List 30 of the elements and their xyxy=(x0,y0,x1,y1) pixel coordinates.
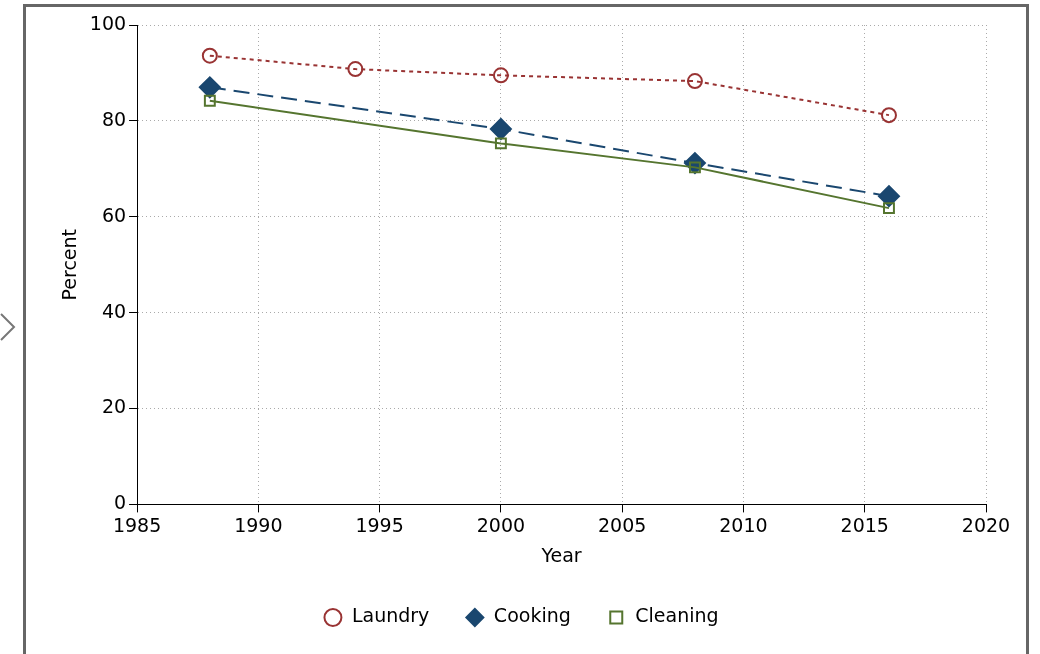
x-tick-label: 2010 xyxy=(719,513,768,536)
x-axis-title: Year xyxy=(540,543,582,566)
point xyxy=(877,185,900,208)
y-tick-label: 20 xyxy=(101,395,127,418)
y-tick-label: 60 xyxy=(101,203,127,226)
y-axis-title: Percent xyxy=(58,228,81,301)
point xyxy=(201,47,218,64)
point xyxy=(492,67,509,84)
x-tick-label: 1995 xyxy=(355,513,404,536)
legend-label: Laundry xyxy=(351,604,430,627)
legend-label: Cleaning xyxy=(635,604,719,627)
point xyxy=(494,137,507,150)
legend-label: Cooking xyxy=(493,604,571,627)
x-tick-label: 1985 xyxy=(112,513,162,536)
point xyxy=(883,202,895,215)
y-tick-label: 80 xyxy=(101,107,127,130)
point xyxy=(489,118,512,141)
y-tick-label: 0 xyxy=(113,491,127,514)
x-tick-label: 2000 xyxy=(476,513,526,536)
y-tick-label: 100 xyxy=(89,11,127,34)
y-tick-label: 40 xyxy=(101,299,127,322)
point xyxy=(203,94,216,107)
point xyxy=(198,76,221,99)
point xyxy=(880,107,897,124)
x-tick-label: 2020 xyxy=(961,513,1011,536)
x-tick-label: 2015 xyxy=(840,513,889,536)
point xyxy=(347,61,364,78)
x-tick-label: 2005 xyxy=(597,513,647,536)
x-tick-label: 1990 xyxy=(234,513,283,536)
point xyxy=(686,73,703,90)
